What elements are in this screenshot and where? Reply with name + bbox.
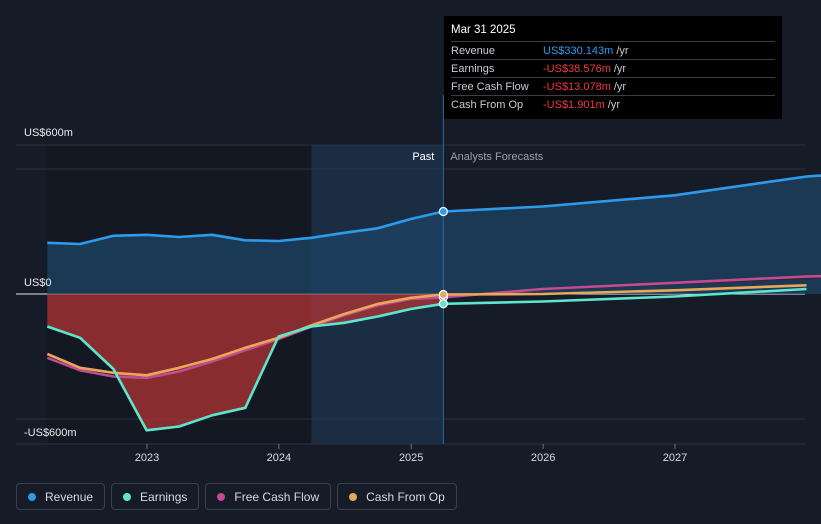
revenue-area [47,175,821,294]
tooltip-label: Earnings [451,62,495,75]
tooltip-unit: /yr [613,80,627,93]
earnings-forecast-line [443,287,807,306]
x-tick-label: 2023 [135,452,159,464]
earnings-line [46,302,444,432]
revenue-marker [438,206,448,217]
tooltip-value: -US$1.901m [543,98,605,111]
legend-item-fcf[interactable]: Free Cash Flow [205,483,332,510]
tooltip-unit: /yr [616,44,629,57]
tooltip-row-revenue: Revenue US$330.143m /yr [451,41,775,59]
legend-label: Revenue [45,489,94,504]
tooltip-unit: /yr [607,98,620,111]
fcf-dot-icon [217,492,226,501]
legend-item-earnings[interactable]: Earnings [111,483,200,510]
forecast-label: Analysts Forecasts [450,151,543,163]
legend-label: Earnings [140,489,188,504]
earnings-dot-icon [123,492,132,501]
cfo-forecast-line [443,284,807,296]
y-tick-label: US$0 [24,277,52,289]
legend-item-cfo[interactable]: Cash From Op [337,483,457,510]
tooltip-value: US$330.143m [543,44,614,57]
tooltip-row-earnings: Earnings -US$38.576m /yr [451,59,775,77]
x-tick-label: 2024 [267,452,291,464]
legend: Revenue Earnings Free Cash Flow Cash Fro… [16,483,457,510]
cfo-dot-icon [349,492,358,501]
x-tick-label: 2025 [399,452,423,464]
past-label: Past [412,151,434,163]
revenue-line [47,210,444,246]
tooltip-label: Cash From Op [451,98,524,111]
y-tick-label: -US$600m [24,427,77,439]
revenue-dot-icon [28,492,36,501]
fcf-forecast-line [443,274,821,299]
tooltip-row-cfo: Cash From Op -US$1.901m /yr [451,95,775,113]
earnings-marker [438,299,448,309]
loss-area [47,294,444,431]
legend-label: Cash From Op [366,489,445,504]
tooltip-label: Revenue [451,44,496,57]
x-tick-label: 2026 [531,452,555,464]
cfo-marker [438,289,448,300]
tooltip-row-fcf: Free Cash Flow -US$13.078m /yr [451,77,775,95]
tooltip-date: Mar 31 2025 [451,24,516,36]
tooltip-unit: /yr [613,62,627,75]
cfo-line [46,293,444,377]
revenue-forecast-line [443,174,821,213]
legend-label: Free Cash Flow [234,489,320,504]
legend-item-revenue[interactable]: Revenue [16,483,106,510]
tooltip: Mar 31 2025 Revenue US$330.143m /yr Earn… [444,16,782,119]
x-tick-label: 2027 [663,452,687,464]
tooltip-value: -US$13.078m [543,80,611,93]
tooltip-value: -US$38.576m [543,62,611,75]
tooltip-label: Free Cash Flow [451,80,529,93]
y-tick-label: US$600m [24,127,73,139]
